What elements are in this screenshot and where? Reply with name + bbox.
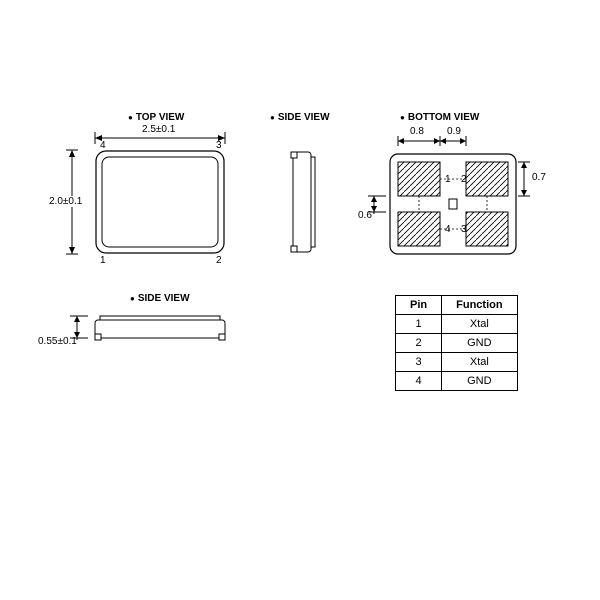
table-header-row: Pin Function [396, 296, 518, 315]
bot-pin-4: 4 [445, 224, 451, 235]
top-width-val: 2.5±0.1 [140, 124, 177, 135]
top-view-body [95, 150, 225, 254]
top-pin-3: 3 [216, 140, 222, 151]
table-row: 2GND [396, 334, 518, 353]
th-func: Function [442, 296, 517, 315]
top-view-label: ●TOP VIEW [128, 112, 184, 123]
bottom-body [380, 144, 530, 274]
sideh-thick-val: 0.55±0.1 [38, 336, 77, 347]
sidev-label: ●SIDE VIEW [270, 112, 330, 123]
sideh-body [88, 310, 238, 350]
top-pin-4: 4 [100, 140, 106, 151]
bot-dim-gap: 0.9 [447, 126, 461, 137]
bot-pin-2: 2 [461, 174, 467, 185]
th-pin: Pin [396, 296, 442, 315]
pin-table: Pin Function 1Xtal 2GND 3Xtal 4GND [395, 295, 518, 391]
bot-pin-3: 3 [461, 224, 467, 235]
table-row: 1Xtal [396, 315, 518, 334]
bot-dim-padw: 0.8 [410, 126, 424, 137]
bot-dim-padh: 0.7 [532, 172, 546, 183]
top-pin-1: 1 [100, 255, 106, 266]
sideh-label: ●SIDE VIEW [130, 293, 190, 304]
bottom-label: ●BOTTOM VIEW [400, 112, 479, 123]
table-row: 4GND [396, 372, 518, 391]
bot-dim-edge: 0.6 [358, 210, 372, 221]
table-row: 3Xtal [396, 353, 518, 372]
top-pin-2: 2 [216, 255, 222, 266]
sideh-thick-dim [62, 305, 92, 355]
bot-pin-1: 1 [445, 174, 451, 185]
sidev-body [285, 145, 325, 265]
top-height-val: 2.0±0.1 [48, 196, 83, 207]
